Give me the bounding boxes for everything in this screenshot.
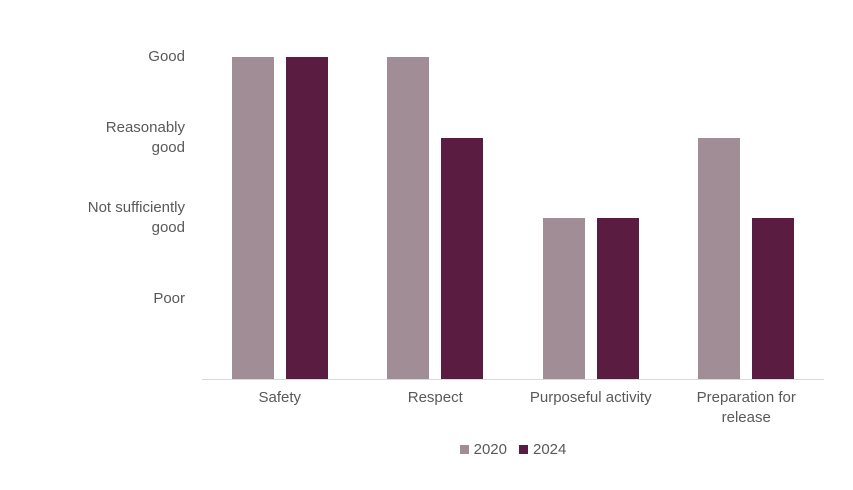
plot-area <box>202 0 824 380</box>
y-tick-poor: Poor <box>153 289 185 307</box>
y-tick-not-sufficiently-good: Not sufficiently good <box>87 199 185 236</box>
legend-label-2020: 2020 <box>473 441 507 458</box>
bar-2020-preparation-for-release <box>698 137 741 379</box>
bar-2020-respect <box>387 57 430 379</box>
y-tick-reasonably-good: Reasonably good <box>105 118 185 156</box>
legend-swatch-2024 <box>519 445 528 454</box>
legend: 2020 2024 <box>202 441 824 458</box>
legend-label-2024: 2024 <box>533 441 567 458</box>
bar-2024-preparation-for-release <box>752 218 795 379</box>
bar-2024-safety <box>285 57 328 379</box>
y-tick-good: Good <box>148 48 185 65</box>
legend-item-2020: 2020 <box>459 441 507 458</box>
x-label-respect: Respect <box>407 389 463 406</box>
legend-item-2024: 2024 <box>519 441 566 458</box>
bar-2020-safety <box>231 57 274 379</box>
bar-2020-purposeful-activity <box>542 218 585 379</box>
bar-2024-purposeful-activity <box>596 218 639 379</box>
x-label-preparation-for-release: Preparation for release <box>696 389 796 426</box>
legend-swatch-2020 <box>459 445 469 454</box>
x-label-purposeful-activity: Purposeful activity <box>529 389 652 406</box>
x-label-safety: Safety <box>258 389 302 406</box>
bar-2024-respect <box>441 137 484 379</box>
